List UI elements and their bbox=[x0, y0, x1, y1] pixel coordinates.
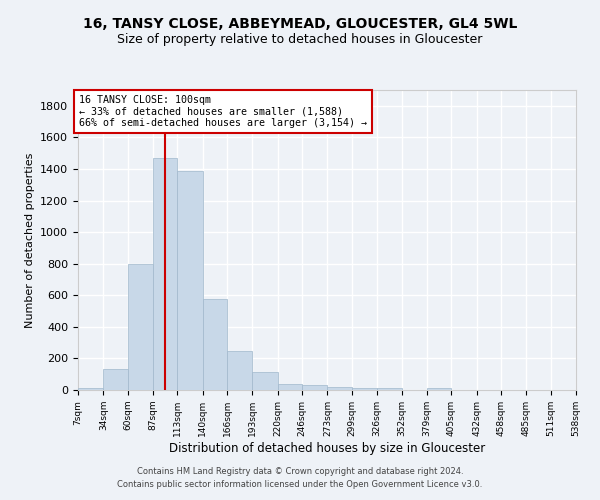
Bar bbox=[427, 388, 451, 390]
Bar bbox=[178, 170, 203, 390]
Bar bbox=[203, 299, 227, 390]
Bar bbox=[278, 384, 302, 390]
Bar bbox=[227, 350, 253, 390]
Bar bbox=[253, 372, 278, 390]
Text: Size of property relative to detached houses in Gloucester: Size of property relative to detached ho… bbox=[118, 32, 482, 46]
Bar bbox=[78, 388, 103, 390]
Text: 16, TANSY CLOSE, ABBEYMEAD, GLOUCESTER, GL4 5WL: 16, TANSY CLOSE, ABBEYMEAD, GLOUCESTER, … bbox=[83, 18, 517, 32]
Text: Contains HM Land Registry data © Crown copyright and database right 2024.: Contains HM Land Registry data © Crown c… bbox=[137, 467, 463, 476]
Text: Contains public sector information licensed under the Open Government Licence v3: Contains public sector information licen… bbox=[118, 480, 482, 489]
Bar bbox=[103, 370, 128, 390]
Y-axis label: Number of detached properties: Number of detached properties bbox=[25, 152, 35, 328]
Bar bbox=[352, 388, 377, 390]
Text: 16 TANSY CLOSE: 100sqm
← 33% of detached houses are smaller (1,588)
66% of semi-: 16 TANSY CLOSE: 100sqm ← 33% of detached… bbox=[79, 94, 367, 128]
Bar bbox=[128, 264, 153, 390]
Bar bbox=[377, 388, 401, 390]
Bar bbox=[302, 386, 328, 390]
Bar bbox=[153, 158, 178, 390]
Bar bbox=[328, 387, 352, 390]
X-axis label: Distribution of detached houses by size in Gloucester: Distribution of detached houses by size … bbox=[169, 442, 485, 454]
